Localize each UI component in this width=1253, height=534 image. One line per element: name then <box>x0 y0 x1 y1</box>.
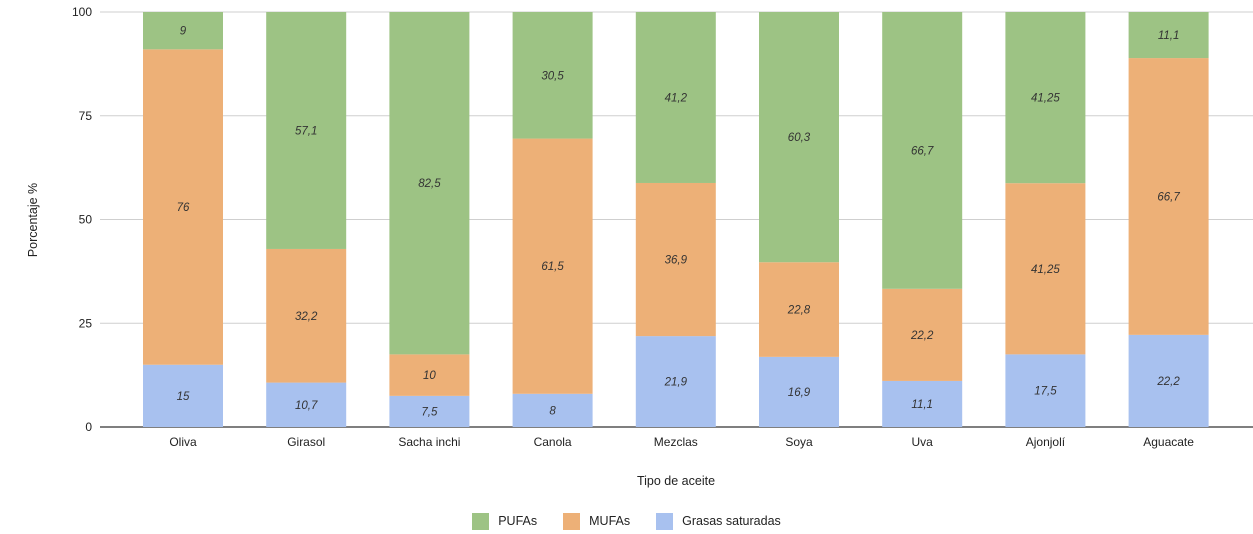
bar-segment <box>759 356 839 427</box>
x-tick-label: Aguacate <box>1143 435 1194 449</box>
y-tick-label: 75 <box>79 109 93 123</box>
legend: PUFAs MUFAs Grasas saturadas <box>0 509 1253 533</box>
data-label: 32,2 <box>295 311 318 323</box>
bar-segment <box>389 395 470 427</box>
data-label: 66,7 <box>911 145 934 157</box>
bars <box>143 12 1209 427</box>
data-label: 66,7 <box>1157 191 1180 203</box>
data-label: 9 <box>180 26 187 38</box>
bar-segment <box>389 354 470 396</box>
data-label: 10,7 <box>295 400 318 412</box>
bar-segment <box>512 12 593 139</box>
data-label: 11,1 <box>1158 30 1180 42</box>
x-tick-label: Oliva <box>169 435 197 449</box>
data-label: 15 <box>177 391 190 403</box>
bar-segment <box>266 12 347 249</box>
legend-label: Grasas saturadas <box>682 514 781 528</box>
data-label: 22,2 <box>910 330 934 342</box>
legend-label: PUFAs <box>498 514 538 528</box>
legend-swatch <box>656 512 674 530</box>
bar-segment <box>143 12 223 50</box>
data-label: 41,25 <box>1031 264 1060 276</box>
legend-swatch <box>563 512 581 530</box>
bar-segment <box>759 262 839 357</box>
bar-segment <box>266 248 347 383</box>
legend-label: MUFAs <box>589 514 631 528</box>
bar-segment <box>389 12 470 355</box>
data-labels: 15 76 9 10,7 32,2 57,1 7,5 10 82,5 8 61,5 30,5 21,9 3… <box>177 26 1181 419</box>
x-tick-label: Girasol <box>287 435 325 449</box>
bar-segment <box>1005 354 1086 427</box>
bar-segment <box>882 288 963 381</box>
bar-segment <box>512 393 593 427</box>
bar-segment <box>759 12 839 263</box>
bar-segment <box>882 380 963 427</box>
data-label: 41,2 <box>665 92 688 104</box>
bar-segment <box>512 138 593 394</box>
bar-segment <box>1128 334 1209 427</box>
bar-segment <box>882 12 963 289</box>
legend-item: MUFAs <box>563 512 631 530</box>
data-label: 10 <box>423 370 436 382</box>
data-label: 8 <box>549 405 556 417</box>
y-tick-label: 0 <box>85 420 92 434</box>
x-tick-label: Ajonjolí <box>1026 435 1066 449</box>
y-axis-title: Porcentaje % <box>26 183 40 257</box>
y-tick-label: 50 <box>79 213 93 227</box>
data-label: 22,8 <box>787 305 811 317</box>
bar-segment <box>1005 183 1086 355</box>
bar-segment <box>266 382 347 427</box>
bar-segment <box>143 364 223 427</box>
bar-segment <box>635 182 716 337</box>
x-axis-ticks: Oliva Girasol Sacha inchi Canola Mezclas Soya… <box>169 435 1194 449</box>
x-tick-label: Sacha inchi <box>398 435 460 449</box>
legend-swatch <box>472 512 490 530</box>
y-tick-label: 100 <box>72 5 92 19</box>
x-tick-label: Canola <box>534 435 572 449</box>
bar-segment <box>635 336 716 427</box>
legend-item: Grasas saturadas <box>656 512 781 530</box>
data-label: 61,5 <box>541 261 564 273</box>
bar-segment <box>1128 58 1209 335</box>
bar-segment <box>1128 12 1209 59</box>
data-label: 41,25 <box>1031 93 1060 105</box>
data-label: 17,5 <box>1034 386 1057 398</box>
data-label: 16,9 <box>788 387 811 399</box>
data-label: 11,1 <box>911 399 933 411</box>
data-label: 22,2 <box>1156 376 1180 388</box>
bar-segment <box>1005 12 1086 184</box>
data-label: 60,3 <box>788 132 811 144</box>
data-label: 21,9 <box>664 377 688 389</box>
data-label: 30,5 <box>541 70 564 82</box>
legend-item: PUFAs <box>472 512 538 530</box>
x-axis-title: Tipo de aceite <box>637 474 715 488</box>
x-tick-label: Soya <box>785 435 813 449</box>
data-label: 57,1 <box>295 125 317 137</box>
y-tick-label: 25 <box>79 316 93 330</box>
data-label: 7,5 <box>421 406 438 418</box>
y-axis-ticks: 0 25 50 75 100 <box>72 5 92 434</box>
bar-segment <box>635 12 716 183</box>
data-label: 36,9 <box>665 255 688 267</box>
x-tick-label: Uva <box>912 435 934 449</box>
x-tick-label: Mezclas <box>654 435 698 449</box>
data-label: 76 <box>177 202 190 214</box>
data-label: 82,5 <box>418 178 441 190</box>
bar-segment <box>143 49 223 365</box>
